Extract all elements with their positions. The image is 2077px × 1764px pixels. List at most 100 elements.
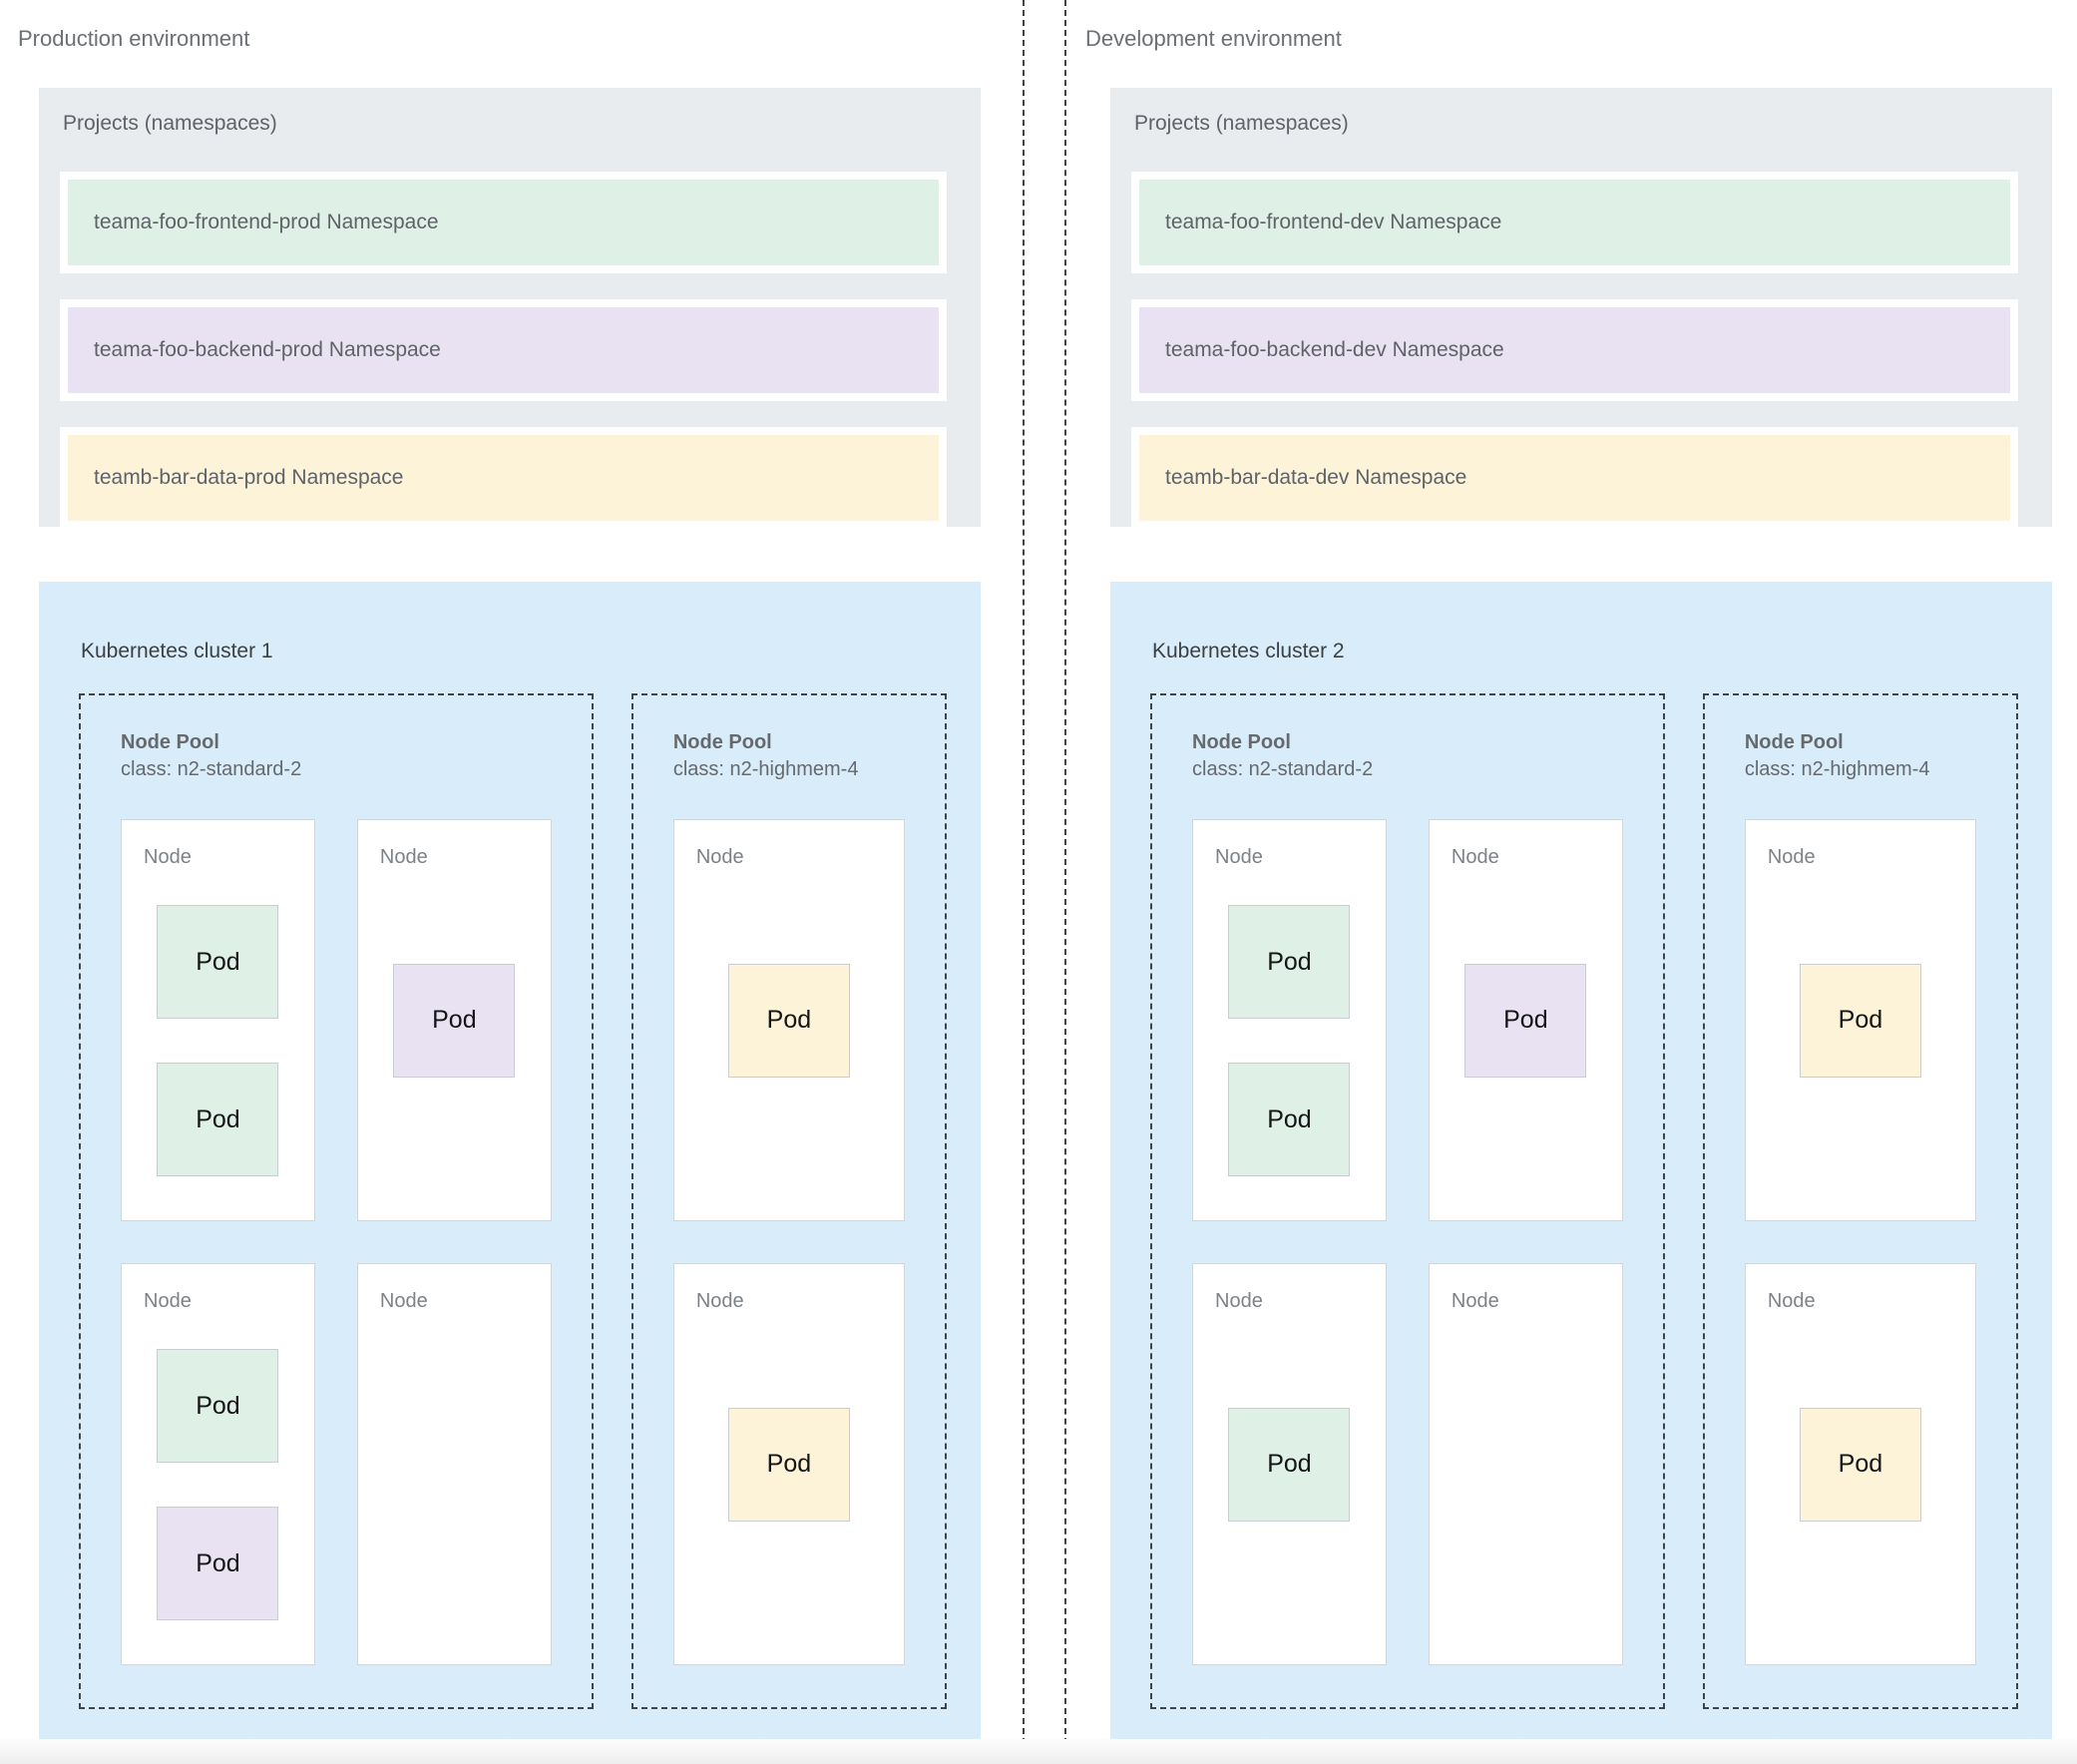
node-box: Node Pod [1192,1263,1387,1665]
pod: Pod [157,1063,279,1176]
pod-list: Pod [358,820,551,1220]
node-pool-title: Node Pool [1744,731,1844,753]
node-box: Node Pod [1744,819,1976,1221]
node-box: Node Pod [672,1263,905,1665]
node-label: Node [1215,846,1263,868]
node-pool: Node Pool class: n2-highmem-4 Node Pod Node P… [1702,693,2018,1709]
node-grid: Node Pod Node Pod [672,819,905,1665]
node-pool-header: Node Pool class: n2-highmem-4 [1745,729,1976,783]
pod-list: Pod [1193,1264,1386,1664]
pod-list [1430,1264,1622,1664]
node-pool-header: Node Pool class: n2-standard-2 [1192,729,1623,783]
namespace-bar: teama-foo-backend-prod Namespace [68,307,939,393]
node-pool-class: class: n2-highmem-4 [1744,758,1930,780]
node-pool-class: class: n2-highmem-4 [672,758,859,780]
namespace-label: teamb-bar-data-prod Namespace [94,466,404,489]
environment-panel-production: Production environment Projects (namespa… [0,0,1023,1739]
namespace-list: teama-foo-frontend-prod Namespace teama-f… [60,172,947,529]
node-box: Node Pod Pod [121,1263,315,1665]
pod-list: Pod [674,820,904,1220]
node-label: Node [144,1290,192,1312]
namespace-bar-wrapper: teama-foo-backend-prod Namespace [60,299,947,401]
namespace-bar-wrapper: teama-foo-backend-dev Namespace [1131,299,2018,401]
namespace-bar: teamb-bar-data-prod Namespace [68,435,939,521]
node-box: Node [1428,1263,1623,1665]
node-label: Node [1451,1290,1499,1312]
node-box: Node Pod [672,819,905,1221]
cluster-title: Kubernetes cluster 1 [81,640,273,662]
namespace-bar: teamb-bar-data-dev Namespace [1139,435,2010,521]
cluster-box: Kubernetes cluster 1 Node Pool class: n2-… [39,582,981,1739]
namespace-bar: teama-foo-frontend-dev Namespace [1139,180,2010,265]
pod: Pod [727,963,850,1078]
node-pool-header: Node Pool class: n2-highmem-4 [673,729,905,783]
pod-list: Pod [1746,1264,1975,1664]
node-pool-title: Node Pool [121,731,219,753]
node-label: Node [1215,1290,1263,1312]
namespace-bar-wrapper: teamb-bar-data-prod Namespace [60,427,947,529]
projects-box: Projects (namespaces) teama-foo-frontend… [1110,88,2052,529]
node-box: Node Pod [356,819,552,1221]
node-box: Node Pod [1428,819,1623,1221]
projects-title: Projects (namespaces) [1134,112,1349,135]
node-pool: Node Pool class: n2-highmem-4 Node Pod Node P… [630,693,947,1709]
environment-divider [1023,0,1066,1764]
namespace-list: teama-foo-frontend-dev Namespace teama-fo… [1131,172,2018,529]
node-box: Node Pod Pod [1192,819,1387,1221]
projects-title: Projects (namespaces) [63,112,277,135]
namespace-label: teama-foo-frontend-prod Namespace [94,211,439,233]
namespace-bar-wrapper: teama-foo-frontend-dev Namespace [1131,172,2018,273]
pod-list: Pod Pod [144,1349,292,1620]
node-box: Node Pod [1744,1263,1976,1665]
pod: Pod [1799,1407,1921,1522]
pod-list: Pod [1746,820,1975,1220]
node-pool-title: Node Pool [672,731,772,753]
namespace-bar-wrapper: teamb-bar-data-dev Namespace [1131,427,2018,529]
page-bottom-strip [0,1739,2077,1764]
environment-content: Projects (namespaces) teama-foo-frontend… [1110,88,2052,1739]
pod: Pod [1228,1063,1351,1176]
pod: Pod [1464,963,1587,1078]
node-label: Node [695,1290,744,1312]
node-pool-title: Node Pool [1192,731,1291,753]
namespace-label: teama-foo-backend-prod Namespace [94,338,441,361]
node-pools-row: Node Pool class: n2-standard-2 Node Pod Pod N… [1150,693,2018,1709]
namespace-label: teama-foo-frontend-dev Namespace [1165,211,1502,233]
node-box: Node [356,1263,552,1665]
pod: Pod [157,1507,279,1620]
node-label: Node [379,846,428,868]
namespace-label: teamb-bar-data-dev Namespace [1165,466,1467,489]
pod-list: Pod [1430,820,1622,1220]
cluster-title: Kubernetes cluster 2 [1152,640,1345,662]
pod: Pod [1228,905,1351,1019]
node-label: Node [379,1290,428,1312]
node-grid: Node Pod Pod Node Pod Node Pod Pod Node [121,819,552,1665]
projects-box: Projects (namespaces) teama-foo-frontend… [39,88,981,529]
pod: Pod [1228,1407,1351,1522]
pod: Pod [393,963,516,1078]
pod-list: Pod Pod [1215,905,1364,1176]
node-pool: Node Pool class: n2-standard-2 Node Pod Pod N… [1150,693,1665,1709]
environment-panel-development: Development environment Projects (namesp… [1066,0,2077,1739]
pod-list: Pod Pod [144,905,292,1176]
namespace-bar: teama-foo-frontend-prod Namespace [68,180,939,265]
node-label: Node [695,846,744,868]
environment-title: Development environment [1085,26,1342,51]
pod-list [358,1264,551,1664]
node-label: Node [1767,846,1816,868]
node-pools-row: Node Pool class: n2-standard-2 Node Pod Pod N… [79,693,947,1709]
pod: Pod [157,905,279,1019]
environment-content: Projects (namespaces) teama-foo-frontend… [39,88,981,1739]
cluster-box: Kubernetes cluster 2 Node Pool class: n2-… [1110,582,2052,1739]
node-grid: Node Pod Pod Node Pod Node Pod Node [1192,819,1623,1665]
namespace-bar-wrapper: teama-foo-frontend-prod Namespace [60,172,947,273]
node-box: Node Pod Pod [121,819,315,1221]
pod: Pod [1799,963,1921,1078]
node-label: Node [1451,846,1499,868]
namespace-label: teama-foo-backend-dev Namespace [1165,338,1504,361]
node-label: Node [1767,1290,1816,1312]
node-pool-class: class: n2-standard-2 [121,758,302,780]
pod: Pod [727,1407,850,1522]
